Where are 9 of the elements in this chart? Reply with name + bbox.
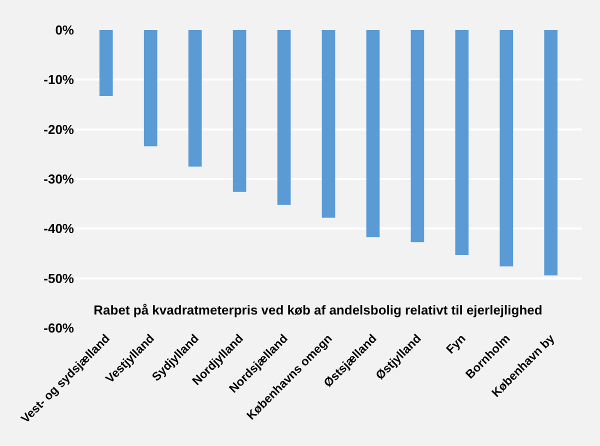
y-tick-label: -20% xyxy=(44,122,74,137)
text: Rabet på kvadratmeterpris ved køb af andelsbolig relativt til ejerlejlighed xyxy=(94,302,542,318)
y-tick-label: -40% xyxy=(44,221,74,236)
y-tick-label: -10% xyxy=(44,72,74,88)
y-tick-label: -50% xyxy=(44,270,74,286)
y-tick-label: -60% xyxy=(44,320,74,336)
y-tick-label: -30% xyxy=(44,172,74,187)
x-tick-label: Fyn xyxy=(443,331,468,356)
y-tick-label: 0% xyxy=(55,22,74,38)
